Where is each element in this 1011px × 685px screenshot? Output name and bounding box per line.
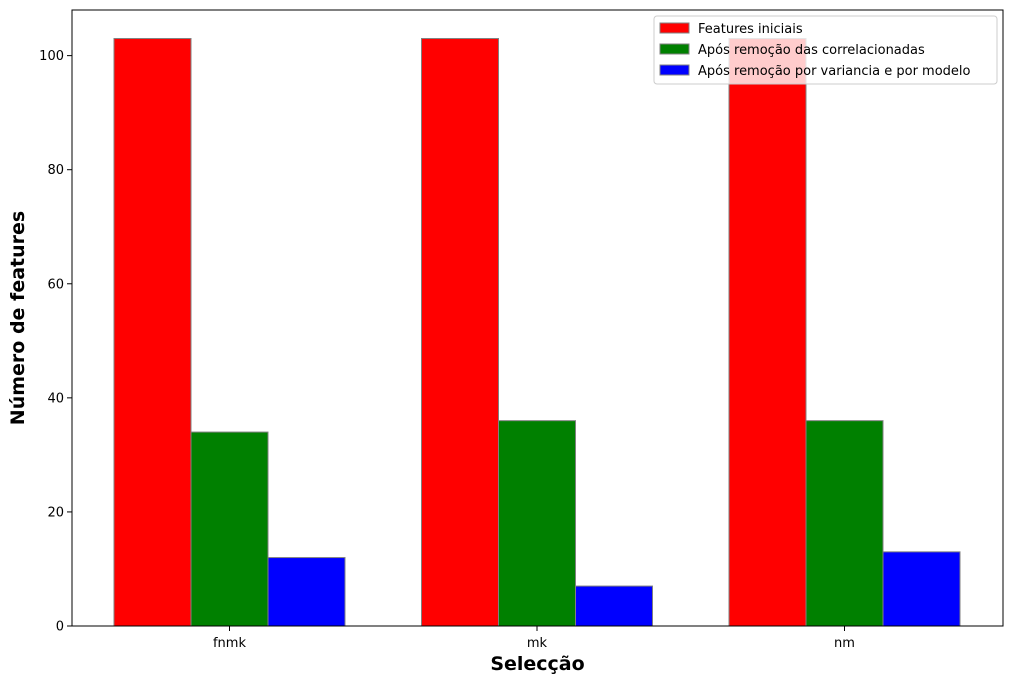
bars-group	[113, 38, 961, 627]
x-axis-ticks: fnmk mk nm	[213, 626, 855, 651]
legend-swatch	[659, 64, 690, 76]
bar-fnmk-series-2	[190, 431, 269, 627]
bar-fnmk-series-3	[267, 557, 346, 627]
legend-swatch	[659, 43, 690, 55]
bar-mk-series-3	[575, 585, 653, 627]
y-tick-label: 80	[47, 163, 64, 178]
legend-swatch	[659, 22, 690, 34]
y-tick-label: 0	[56, 620, 64, 635]
bar-nm-series-2	[805, 420, 884, 627]
x-tick-label: fnmk	[213, 636, 246, 651]
y-tick-label: 40	[47, 391, 64, 406]
legend-label: Após remoção das correlacionadas	[698, 43, 925, 58]
y-tick-label: 20	[47, 505, 64, 520]
y-axis-label: Número de features	[7, 211, 29, 425]
x-axis-label: Selecção	[490, 653, 584, 675]
bar-nm-series-3	[882, 551, 961, 627]
legend-box	[653, 15, 998, 85]
y-tick-label: 60	[47, 277, 64, 292]
plot-frame	[71, 9, 1004, 627]
bar-nm-series-1	[728, 38, 807, 627]
bar-fnmk-series-1	[113, 38, 192, 627]
y-axis-ticks: 0 20 40 60 80 100	[39, 49, 72, 635]
legend: Features iniciais Após remoção das correl…	[653, 15, 998, 85]
x-tick-label: nm	[834, 636, 855, 651]
legend-label: Features iniciais	[698, 22, 803, 37]
bar-mk-series-1	[421, 38, 499, 627]
x-tick-label: mk	[527, 636, 548, 651]
legend-label: Após remoção por variancia e por modelo	[698, 64, 971, 79]
bar-mk-series-2	[498, 420, 576, 627]
y-tick-label: 100	[39, 49, 64, 64]
